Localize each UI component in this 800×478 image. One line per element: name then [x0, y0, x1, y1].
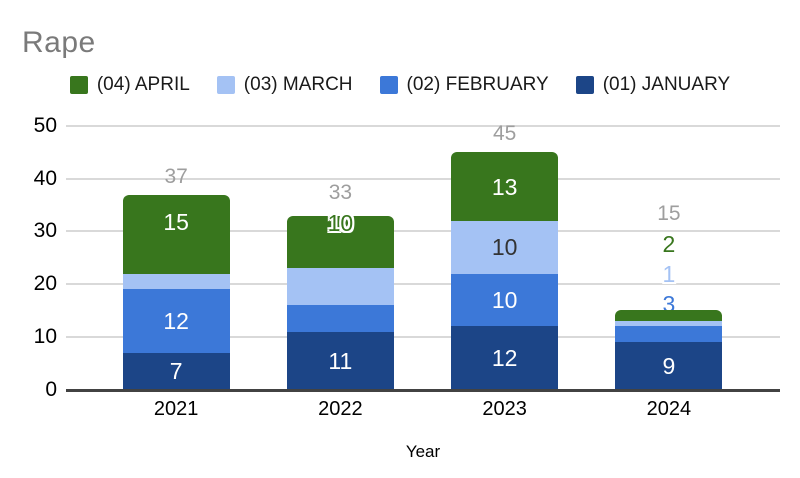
legend-color-swatch [69, 76, 88, 94]
x-category-label: 2021 [153, 398, 199, 420]
x-category-label: 2023 [482, 398, 527, 420]
chart-title: Rape [22, 26, 96, 59]
legend-color-swatch [575, 76, 594, 94]
y-tick-label: 10 [33, 324, 57, 348]
bar-segment [286, 305, 394, 332]
gridline [66, 125, 780, 127]
bar-segment [451, 152, 559, 221]
bar-total-label: 37 [164, 164, 188, 188]
legend-item: (04) APRIL [69, 74, 190, 96]
bar-total-label: 45 [492, 122, 517, 146]
legend-item: (02) FEBRUARY [379, 74, 549, 96]
bar-value-label: 9 [662, 352, 676, 379]
bar-value-label: 10 [491, 286, 518, 313]
bar-value-label: 2 [662, 231, 676, 258]
x-axis-line [66, 388, 780, 392]
legend-label: (03) MARCH [243, 74, 353, 95]
legend-label: (01) JANUARY [602, 74, 731, 95]
x-axis-title: Year [405, 442, 441, 461]
bar-segment [615, 320, 723, 327]
legend-label: (04) APRIL [96, 74, 190, 95]
gridline [66, 177, 780, 180]
bar-segment [286, 268, 394, 306]
bar-total-label: 33 [328, 181, 353, 205]
bar-value-label: 11 [328, 347, 353, 374]
bar-segment [122, 194, 230, 274]
bar-value-label: 1 [662, 261, 676, 288]
legend-color-swatch [216, 76, 235, 94]
bar-segment [615, 342, 723, 390]
bar-segment [122, 352, 230, 390]
bar-segment [451, 273, 559, 327]
bar-segment [286, 215, 394, 269]
y-tick-label: 20 [33, 272, 57, 296]
legend-item: (03) MARCH [216, 74, 353, 96]
bar-segment [615, 310, 723, 321]
bar-value-label: 7 [169, 358, 183, 385]
bar-value-label: 10 [491, 234, 518, 261]
bar-segment [286, 331, 394, 390]
bar-value-label: 12 [491, 344, 518, 371]
bar-value-label: 15 [163, 208, 189, 235]
bar-value-label: 13 [491, 173, 518, 200]
gridline [66, 335, 780, 338]
bar-segment [451, 220, 559, 274]
bar-value-label: 12 [163, 307, 189, 334]
gridline [66, 230, 780, 233]
bar-value-label: 10 [327, 210, 354, 237]
bar-segment [122, 273, 230, 290]
gridline [66, 283, 780, 286]
y-tick-label: 30 [33, 219, 57, 243]
bar-total-label: 15 [657, 202, 681, 226]
x-category-label: 2022 [318, 398, 363, 420]
y-tick-label: 0 [45, 377, 57, 401]
legend-color-swatch [379, 76, 398, 94]
bar-segment [122, 289, 230, 353]
bar-segment [451, 326, 559, 390]
x-category-label: 2024 [646, 398, 692, 420]
y-tick-label: 40 [33, 166, 57, 190]
legend: (04) APRIL (03) MARCH (02) FEBRUARY (01) JA… [0, 74, 800, 96]
y-tick-label: 50 [33, 114, 57, 137]
legend-label: (02) FEBRUARY [406, 74, 549, 95]
legend-item: (01) JANUARY [575, 74, 731, 96]
bar-segment [615, 326, 723, 343]
